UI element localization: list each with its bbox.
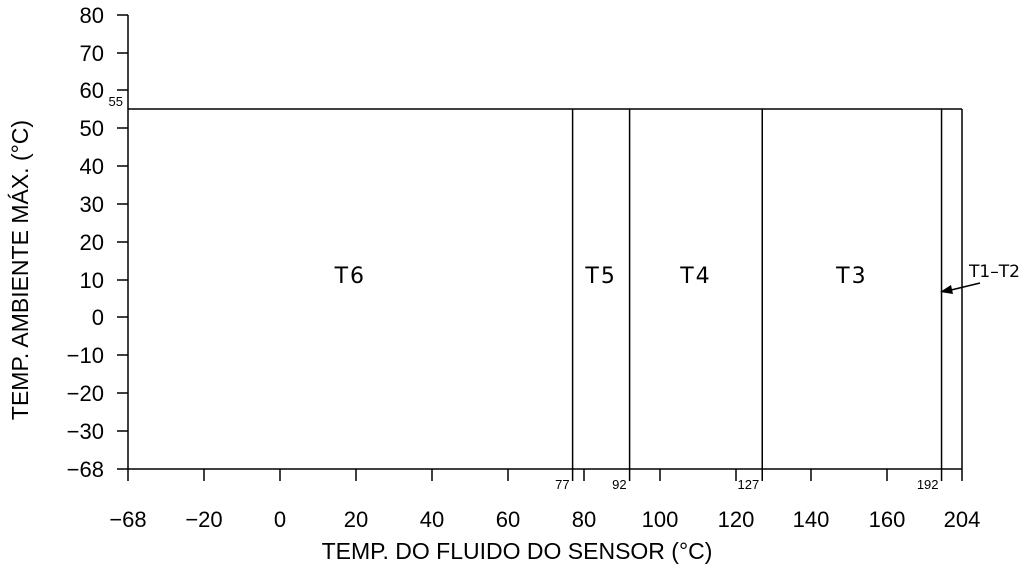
x-tick-label: 80 [572,507,596,532]
callout-arrow-head [940,285,953,294]
zone-label-t6: T6 [334,264,366,289]
y-axis-title: TEMP. AMBIENTE MÁX. (°C) [7,120,33,420]
x-tick-label: 160 [869,507,906,532]
x-tick-label: −68 [109,507,146,532]
max-ambient-label: 55 [109,94,123,109]
x-tick-label: 60 [496,507,520,532]
zone-boundary-label: 127 [738,477,760,492]
zone-boundary-label: 92 [612,477,626,492]
x-tick-label: 204 [944,507,981,532]
y-tick-label: −30 [67,419,104,444]
y-tick-label: 0 [92,305,104,330]
zone-boundary-label: 77 [555,477,569,492]
zone-label-t4: T4 [679,264,711,289]
y-tick-label: −10 [67,343,104,368]
x-tick-label: −20 [185,507,222,532]
y-tick-label: 80 [80,3,104,28]
zone-label-t3: T3 [835,264,867,289]
y-tick-label: 30 [80,192,104,217]
x-tick-label: 100 [642,507,679,532]
y-tick-label: −20 [67,381,104,406]
zone-boundary-label: 192 [917,477,939,492]
x-tick-label: 40 [420,507,444,532]
x-tick-label: 140 [793,507,830,532]
y-tick-label: 60 [80,78,104,103]
y-tick-label: 20 [80,230,104,255]
x-tick-label: 0 [274,507,286,532]
zone-label-t1-t2: T1–T2 [968,262,1020,282]
y-tick-label: 50 [80,116,104,141]
x-tick-label: 120 [718,507,755,532]
x-tick-label: 20 [344,507,368,532]
x-axis-title: TEMP. DO FLUIDO DO SENSOR (°C) [322,538,713,564]
callout-arrow-line [946,282,981,292]
y-tick-label: 70 [80,41,104,66]
y-tick-label: 40 [80,154,104,179]
y-tick-label: 10 [80,268,104,293]
y-tick-label: −68 [67,457,104,482]
zone-label-t5: T5 [584,264,616,289]
